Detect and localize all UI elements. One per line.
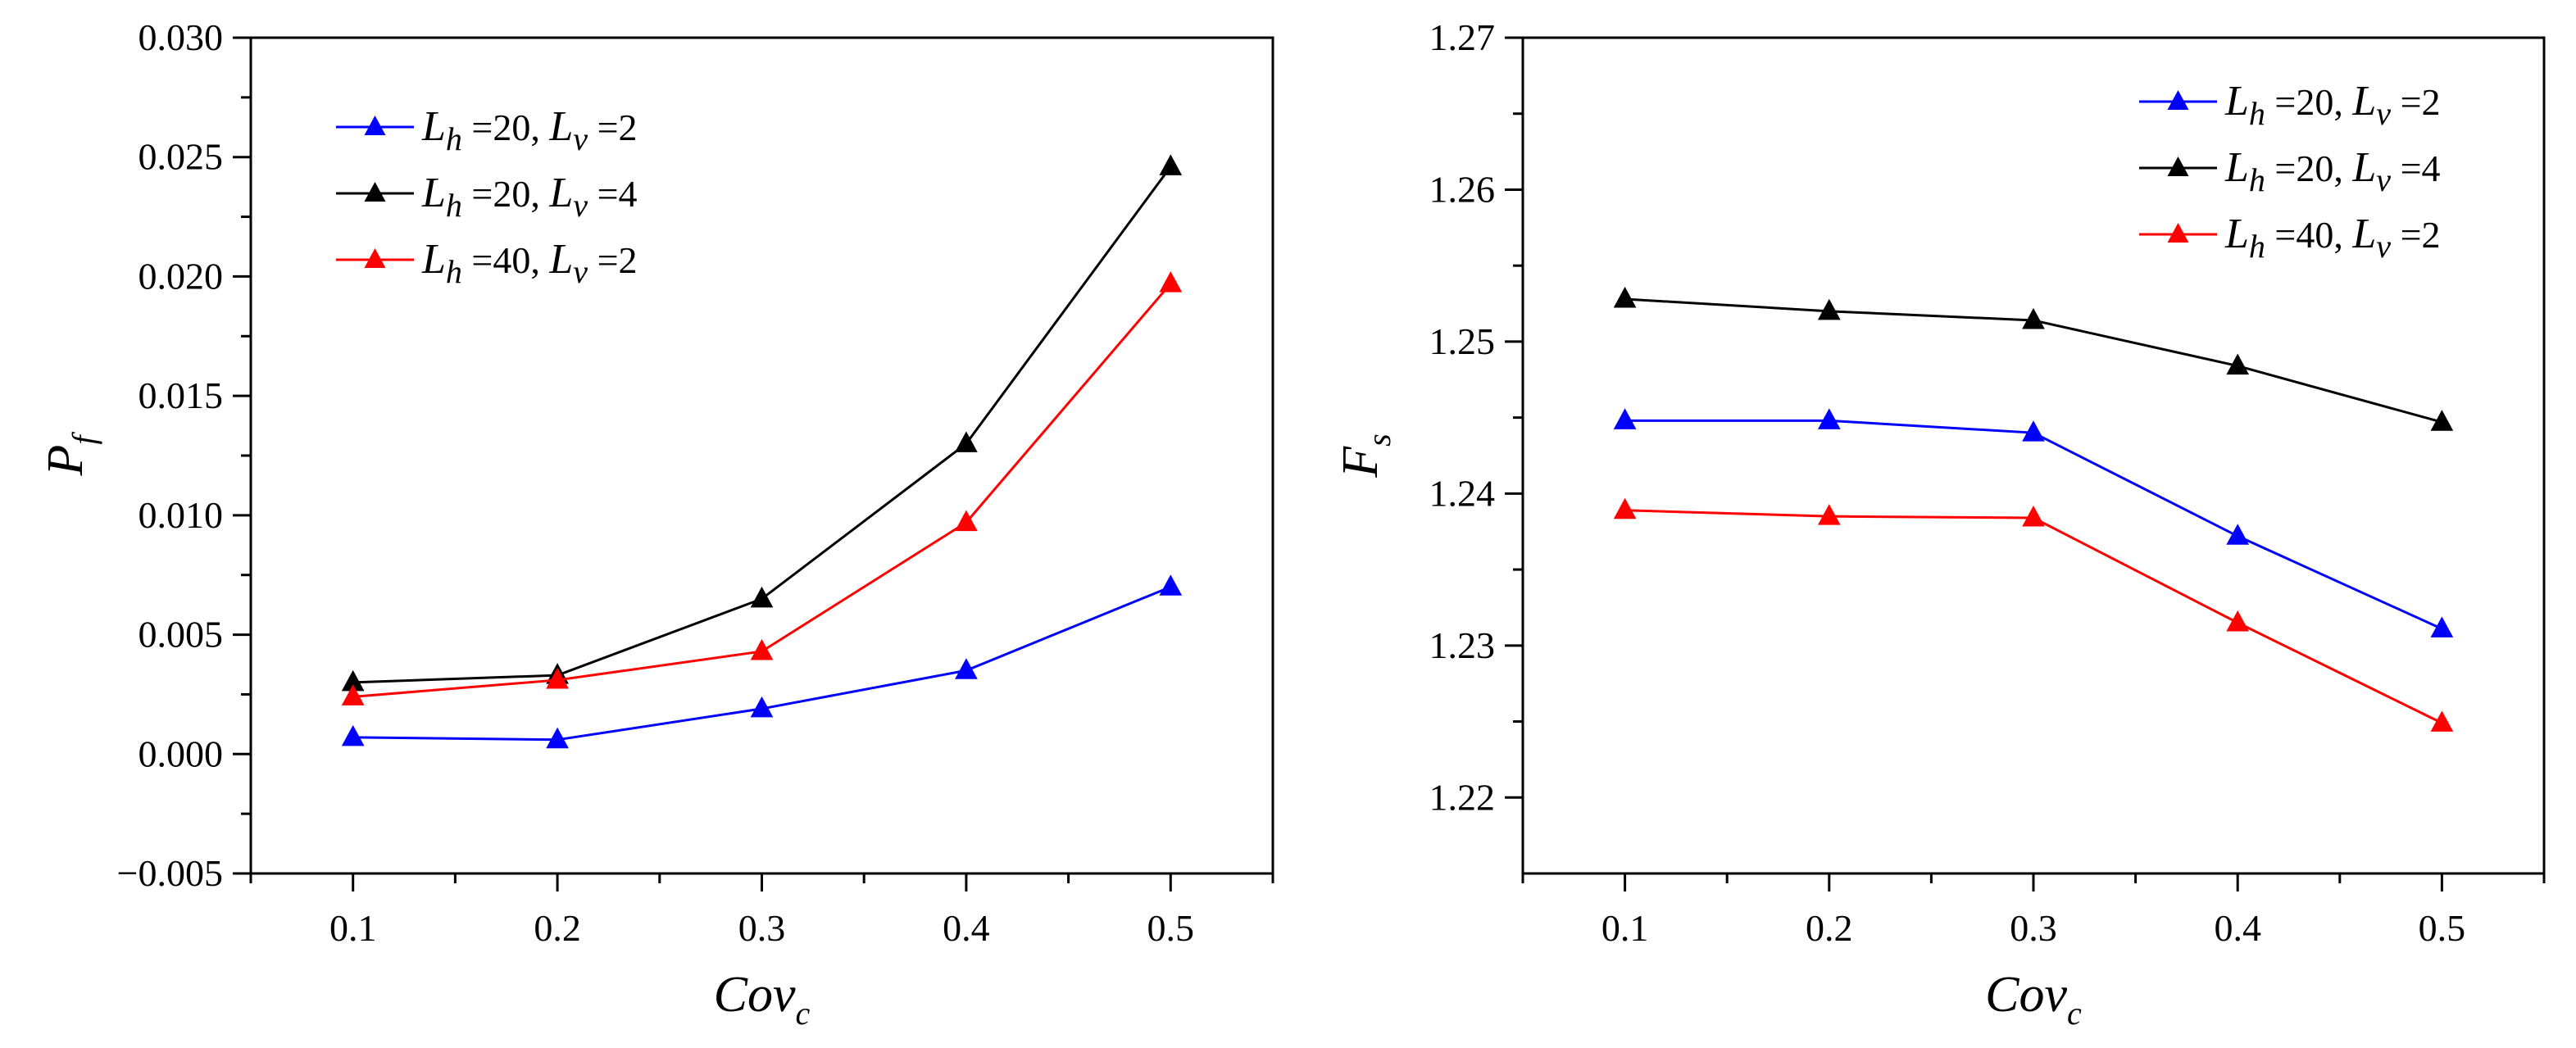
legend-marker xyxy=(364,248,386,268)
series-point xyxy=(1159,154,1183,175)
x-tick-label: 0.4 xyxy=(2214,907,2261,949)
series-point xyxy=(955,658,978,679)
y-tick-label: 0.010 xyxy=(139,494,224,536)
y-axis-title: Fs xyxy=(1333,433,1397,478)
x-tick-label: 0.2 xyxy=(1806,907,1853,949)
x-tick-label: 0.4 xyxy=(943,907,990,949)
series-line xyxy=(352,283,1172,698)
y-tick-label: −0.005 xyxy=(117,852,223,894)
y-tick-label: 0.020 xyxy=(139,255,224,297)
legend-marker xyxy=(364,116,386,135)
y-tick-label: 0.025 xyxy=(139,136,224,178)
series-point xyxy=(2226,353,2250,375)
y-tick-label: 1.24 xyxy=(1429,472,1496,514)
series-point xyxy=(1159,574,1183,596)
x-tick-label: 0.1 xyxy=(1601,907,1649,949)
series-point xyxy=(1817,504,1841,525)
legend-label: Lh =20, Lv =2 xyxy=(2224,78,2441,132)
y-tick-label: 1.26 xyxy=(1429,168,1496,210)
plot-frame xyxy=(249,36,1274,875)
series-point xyxy=(1613,497,1637,519)
legend-marker xyxy=(2167,157,2189,176)
series-point xyxy=(750,696,774,718)
series-point xyxy=(341,724,365,746)
series-point xyxy=(1159,271,1183,293)
series-point xyxy=(2430,710,2454,732)
legend-marker xyxy=(2167,90,2189,110)
series-point xyxy=(1613,408,1637,429)
series-point xyxy=(546,667,569,689)
x-tick-label: 0.1 xyxy=(329,907,377,949)
series-point xyxy=(750,638,774,660)
y-tick-label: 1.27 xyxy=(1429,16,1496,58)
x-tick-label: 0.3 xyxy=(738,907,786,949)
y-tick-label: 0.030 xyxy=(139,16,224,58)
series-point xyxy=(955,431,978,452)
legend-label: Lh =20, Lv =2 xyxy=(421,103,638,157)
series-point xyxy=(546,727,569,749)
legend-label: Lh =20, Lv =4 xyxy=(421,170,638,224)
x-tick-label: 0.5 xyxy=(2419,907,2466,949)
x-tick-label: 0.3 xyxy=(2010,907,2057,949)
y-tick-label: 0.015 xyxy=(139,374,224,416)
series-point xyxy=(1817,298,1841,320)
legend-label: Lh =40, Lv =2 xyxy=(421,236,638,290)
y-tick-label: 1.22 xyxy=(1429,776,1496,818)
series-point xyxy=(2022,505,2045,527)
legend-marker xyxy=(2167,223,2189,243)
fs-chart: 1.22 1.23 1.24 1.25 1.26 1.27 0.1 0.2 0.3 0.4 0.5 C… xyxy=(1333,16,2546,1032)
series-point xyxy=(2226,610,2250,632)
series-point xyxy=(1817,408,1841,429)
y-tick-label: 1.23 xyxy=(1429,624,1496,666)
x-axis-title: Covc xyxy=(1985,967,2082,1032)
series-point xyxy=(955,510,978,532)
pf-chart: −0.005 0.000 0.005 0.010 0.015 0.020 0.025 0.03… xyxy=(38,16,1274,1032)
x-axis-title: Covc xyxy=(714,967,811,1032)
series-point xyxy=(2430,410,2454,431)
x-tick-label: 0.5 xyxy=(1147,907,1195,949)
series-line xyxy=(1624,509,2443,724)
series-point xyxy=(2022,420,2045,442)
y-tick-label: 0.000 xyxy=(139,733,224,774)
series-point xyxy=(341,684,365,705)
series-point xyxy=(2430,616,2454,637)
series-point xyxy=(2226,524,2250,545)
legend-label: Lh =20, Lv =4 xyxy=(2224,144,2441,198)
y-axis-title: Pf xyxy=(38,432,102,477)
y-tick-label: 1.25 xyxy=(1429,320,1496,362)
series-point xyxy=(750,586,774,608)
legend-marker xyxy=(364,182,386,202)
series-point xyxy=(2022,307,2045,329)
x-tick-label: 0.2 xyxy=(534,907,581,949)
y-tick-label: 0.005 xyxy=(139,614,224,656)
series-point xyxy=(1613,286,1637,308)
legend-label: Lh =40, Lv =2 xyxy=(2224,211,2441,265)
